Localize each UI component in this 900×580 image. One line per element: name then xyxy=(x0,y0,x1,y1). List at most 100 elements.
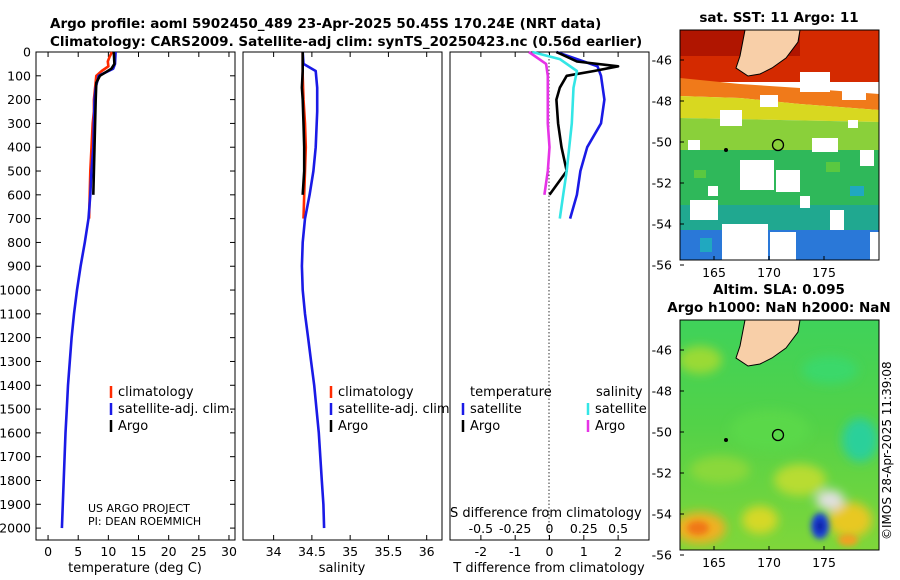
y-tick-label: 1600 xyxy=(0,425,31,440)
map-y-tick-label: -50 xyxy=(652,425,672,440)
x-tick-label: -2 xyxy=(475,544,487,559)
x-tick-label: 34.5 xyxy=(298,544,326,559)
legend-climatology-label: climatology xyxy=(118,385,194,400)
y-tick-label: 600 xyxy=(7,187,31,202)
temperature-xlabel: temperature (deg C) xyxy=(68,561,202,576)
sst-map-frame xyxy=(679,29,880,261)
y-tick-label: 1500 xyxy=(0,402,31,417)
map-y-tick-label: -54 xyxy=(652,217,672,232)
legend-argo-label: Argo xyxy=(338,419,368,434)
difference-panel: -2 -1 0 1 2 T difference from climatology S … xyxy=(449,50,650,576)
sst-map-title: sat. SST: 11 Argo: 11 xyxy=(699,10,858,26)
x-tick-label: 25 xyxy=(191,544,207,559)
x-tick-label: 35.5 xyxy=(375,544,403,559)
legend-salinity-heading: salinity xyxy=(596,385,643,400)
s-tick-label: 0 xyxy=(546,521,554,536)
figure-title-line1: Argo profile: aoml 5902450_489 23-Apr-20… xyxy=(50,16,601,32)
sla-map-ticks: 165 170 175 -46 -48 -50 -52 -54 -56 xyxy=(652,343,836,571)
legend-t-satellite-label: satellite xyxy=(470,402,522,417)
salinity-panel: 34 34.5 35 35.5 36 salinity climatology sate… xyxy=(242,51,454,576)
x-tick-label: 5 xyxy=(74,544,82,559)
map-x-tick-label: 165 xyxy=(702,555,726,570)
map-x-tick-label: 175 xyxy=(812,265,836,280)
salinity-legend: climatology satellite-adj. clim. Argo xyxy=(329,385,454,434)
y-tick-label: 0 xyxy=(23,45,31,60)
y-tick-label: 1000 xyxy=(0,283,31,298)
x-tick-label: 10 xyxy=(100,544,116,559)
x-tick-label: 36 xyxy=(419,544,435,559)
y-tick-label: 300 xyxy=(7,116,31,131)
y-tick-label: 1300 xyxy=(0,354,31,369)
legend-t-argo-label: Argo xyxy=(470,419,500,434)
s-tick-label: 0.25 xyxy=(570,521,598,536)
sst-map-panel: sat. SST: 11 Argo: 11 xyxy=(652,10,880,281)
sla-map-title-line1: Altim. SLA: 0.095 xyxy=(713,282,845,298)
satellite-adj-clim--line xyxy=(300,51,326,529)
x-tick-label: 34 xyxy=(266,544,282,559)
map-y-tick-label: -46 xyxy=(652,343,672,358)
legend-climatology-label: climatology xyxy=(338,385,414,400)
temperature-axis-ticks: 0 5 10 15 20 25 30 xyxy=(44,52,237,559)
y-tick-label: 1200 xyxy=(0,330,31,345)
sst-map-field xyxy=(680,30,879,260)
legend-satellite-label: satellite-adj. clim. xyxy=(338,402,454,417)
x-tick-label: 15 xyxy=(131,544,147,559)
difference-legend: temperature salinity satellite Argo sate… xyxy=(461,385,647,434)
y-tick-label: 1100 xyxy=(0,306,31,321)
sla-argo-position-marker xyxy=(771,428,785,442)
y-tick-label: 1700 xyxy=(0,449,31,464)
salinity-satellite-line xyxy=(531,50,579,219)
s-tick-label: 0.5 xyxy=(608,521,628,536)
temperature-series xyxy=(60,51,117,529)
credit-project: US ARGO PROJECT xyxy=(88,502,190,515)
figure-title-line2: Climatology: CARS2009. Satellite-adj cli… xyxy=(50,34,642,50)
s-difference-label: S difference from climatology xyxy=(450,506,642,521)
legend-satellite-label: satellite-adj. clim. xyxy=(118,402,234,417)
x-tick-label: 30 xyxy=(221,544,237,559)
x-tick-label: 0 xyxy=(44,544,52,559)
x-tick-label: -1 xyxy=(509,544,521,559)
y-tick-label: 900 xyxy=(7,259,31,274)
t-difference-xlabel: T difference from climatology xyxy=(452,561,645,576)
x-tick-label: 20 xyxy=(161,544,177,559)
y-tick-label: 200 xyxy=(7,92,31,107)
x-tick-label: 2 xyxy=(614,544,622,559)
y-tick-label: 400 xyxy=(7,140,31,155)
legend-s-argo-label: Argo xyxy=(595,419,625,434)
map-y-tick-label: -48 xyxy=(652,384,672,399)
salinity-argo-line xyxy=(528,50,551,195)
y-tick-label: 800 xyxy=(7,235,31,250)
sla-map-frame xyxy=(679,319,880,551)
salinity-axes-frame xyxy=(242,51,443,541)
salinity-series xyxy=(300,51,326,529)
salinity-axis-ticks: 34 34.5 35 35.5 36 xyxy=(266,52,435,559)
map-y-tick-label: -50 xyxy=(652,135,672,150)
temperature-argo-line xyxy=(548,50,620,196)
x-tick-label: 35 xyxy=(342,544,358,559)
s-tick-label: -0.25 xyxy=(499,521,531,536)
y-tick-label: 700 xyxy=(7,211,31,226)
sst-argo-position-marker xyxy=(771,138,785,152)
legend-temperature-heading: temperature xyxy=(470,385,552,400)
sla-map-panel: Altim. SLA: 0.095 Argo h1000: NaN h2000:… xyxy=(652,282,891,570)
y-tick-label: 2000 xyxy=(0,521,31,536)
y-tick-label: 100 xyxy=(7,68,31,83)
temperature-axes-frame xyxy=(35,51,236,541)
y-tick-label: 500 xyxy=(7,164,31,179)
temperature-legend: climatology satellite-adj. clim. Argo xyxy=(109,385,234,434)
map-y-tick-label: -56 xyxy=(652,548,672,563)
map-y-tick-label: -56 xyxy=(652,258,672,273)
argo-line xyxy=(92,51,116,195)
map-x-tick-label: 175 xyxy=(812,555,836,570)
legend-s-satellite-label: satellite xyxy=(595,402,647,417)
y-tick-label: 1800 xyxy=(0,473,31,488)
x-tick-label: 1 xyxy=(580,544,588,559)
map-y-tick-label: -52 xyxy=(652,466,672,481)
credit-pi: PI: DEAN ROEMMICH xyxy=(88,515,201,528)
sst-map-ticks: 165 170 175 -46 -48 -50 -52 -54 -56 xyxy=(652,53,836,281)
x-tick-label: 0 xyxy=(546,544,554,559)
s-difference-ticks: -0.5 -0.25 0 0.25 0.5 xyxy=(469,521,628,536)
legend-argo-label: Argo xyxy=(118,419,148,434)
y-tick-label: 1400 xyxy=(0,378,31,393)
